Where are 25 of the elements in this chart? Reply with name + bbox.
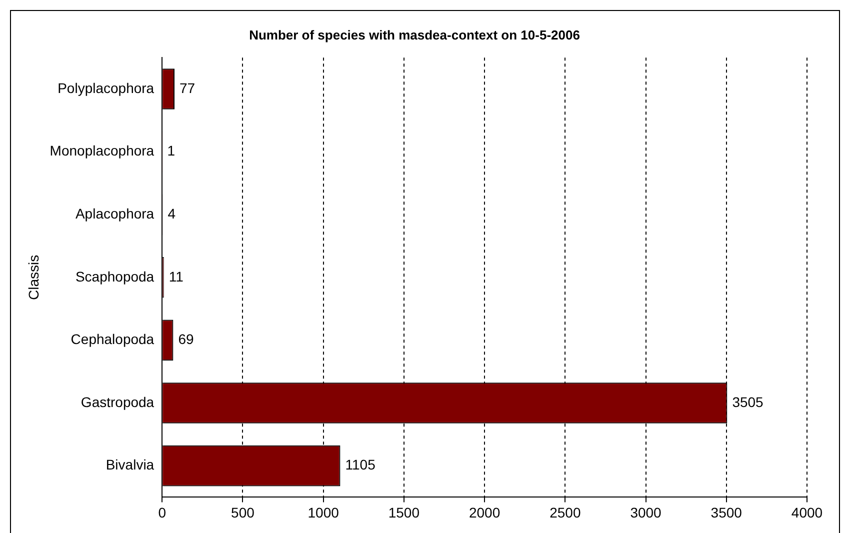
data-label: 1105 xyxy=(345,456,376,473)
y-tick-label: Cephalopoda xyxy=(70,331,154,348)
data-label: 4 xyxy=(168,205,176,222)
data-label: 1 xyxy=(167,142,176,159)
y-axis-title: Classis xyxy=(25,254,42,300)
x-tick-label: 2500 xyxy=(550,504,581,520)
data-label: 69 xyxy=(178,331,194,348)
x-tick-label: 4000 xyxy=(791,504,823,520)
x-tick-label: 1500 xyxy=(388,504,420,520)
x-tick-label: 3000 xyxy=(630,504,662,520)
x-tick-label: 0 xyxy=(158,504,166,520)
y-tick-label: Aplacophora xyxy=(75,205,154,222)
y-tick-label: Gastropoda xyxy=(80,394,154,410)
y-tick-label: Monoplacophora xyxy=(50,142,154,159)
data-label: 11 xyxy=(168,268,184,284)
x-tick-label: 1000 xyxy=(308,504,340,520)
data-label: 77 xyxy=(180,80,196,96)
data-label: 3505 xyxy=(732,394,764,410)
y-tick-label: Scaphopoda xyxy=(75,268,154,284)
x-tick-label: 3500 xyxy=(710,504,742,520)
x-tick-label: 500 xyxy=(231,504,255,520)
x-tick-label: 2000 xyxy=(468,504,500,520)
chart-title: Number of species with masdea-context on 10-5-2006 xyxy=(249,27,580,42)
y-tick-label: Bivalvia xyxy=(106,456,154,473)
y-tick-label: Polyplacophora xyxy=(58,80,154,96)
